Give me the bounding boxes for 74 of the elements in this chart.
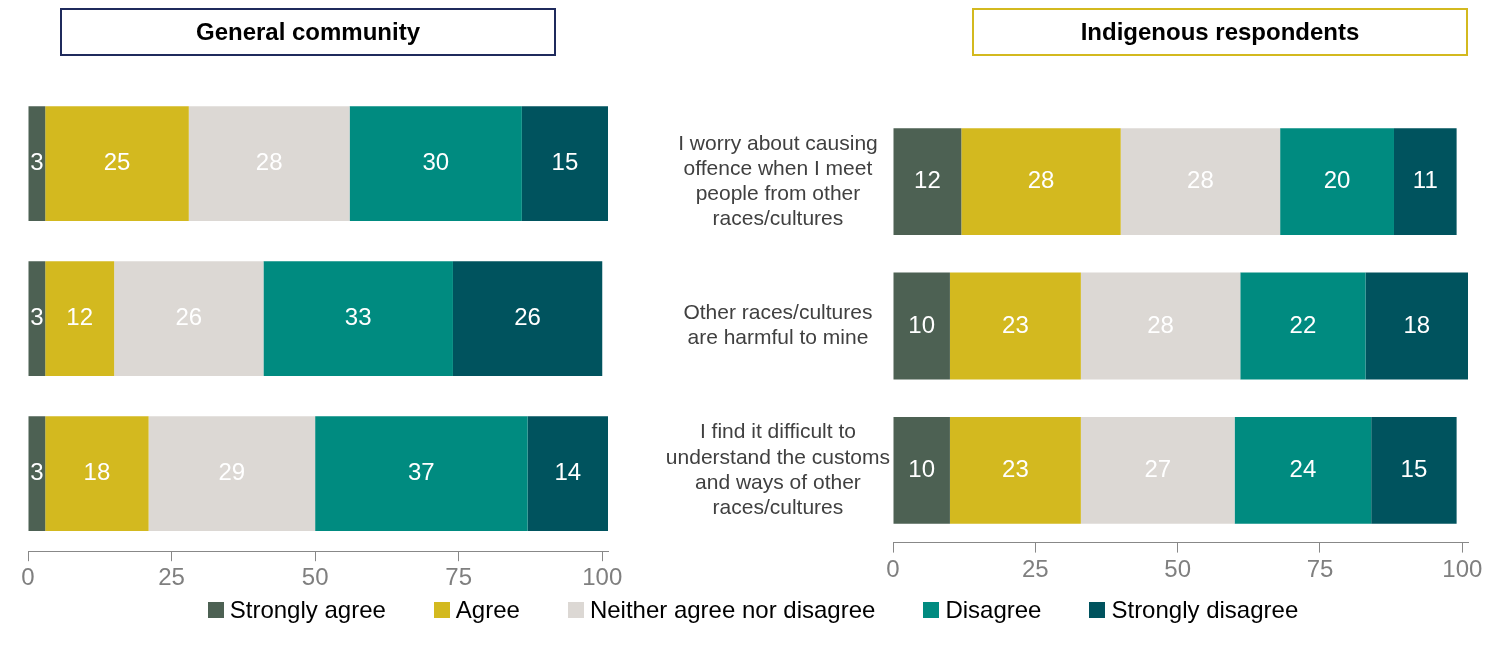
bar bbox=[1240, 272, 1366, 380]
x-tick-label: 75 bbox=[445, 563, 473, 591]
bar bbox=[45, 261, 115, 376]
bar bbox=[1280, 128, 1394, 236]
bar bbox=[893, 272, 950, 380]
data-label: 10 bbox=[908, 455, 936, 483]
data-label: 12 bbox=[914, 166, 941, 194]
y-tick-label: I find it difficult to understand the customs and ways of other races/cultures bbox=[665, 419, 891, 518]
legend-label: Strongly agree bbox=[228, 596, 386, 624]
x-tick-label: 25 bbox=[158, 563, 185, 591]
bar bbox=[28, 416, 46, 532]
data-label: 30 bbox=[422, 148, 450, 176]
bar bbox=[315, 416, 528, 532]
bar bbox=[45, 106, 189, 221]
bar bbox=[28, 106, 46, 221]
bar bbox=[527, 416, 608, 532]
x-tick-label: 50 bbox=[1164, 554, 1192, 582]
chart-title: General community bbox=[60, 8, 556, 56]
bar bbox=[1080, 272, 1241, 380]
data-label: 3 bbox=[30, 148, 44, 176]
data-label: 12 bbox=[66, 303, 94, 331]
data-label: 24 bbox=[1289, 455, 1317, 483]
bar bbox=[949, 416, 1081, 524]
bar bbox=[114, 261, 264, 376]
x-tick-label: 0 bbox=[21, 563, 35, 591]
bar bbox=[263, 261, 453, 376]
x-tick-label: 75 bbox=[1306, 554, 1334, 582]
data-label: 25 bbox=[103, 148, 131, 176]
data-label: 3 bbox=[30, 458, 44, 486]
data-label: 26 bbox=[514, 303, 541, 331]
bar bbox=[961, 128, 1121, 236]
bar bbox=[1120, 128, 1281, 236]
y-tick-label: Other races/cultures are harmful to mine bbox=[683, 300, 873, 349]
legend-label: Disagree bbox=[944, 596, 1042, 624]
legend-label: Neither agree nor disagree bbox=[588, 596, 876, 624]
data-label: 15 bbox=[1400, 455, 1428, 483]
data-label: 23 bbox=[1002, 455, 1029, 483]
chart-title: Indigenous respondents bbox=[972, 8, 1468, 56]
y-tick-label: I worry about causing offence when I meet people from other races/cultures bbox=[678, 130, 878, 230]
data-label: 18 bbox=[1403, 310, 1431, 338]
bar bbox=[893, 128, 962, 236]
bar bbox=[521, 106, 608, 221]
x-tick-label: 100 bbox=[582, 563, 623, 591]
bar bbox=[1234, 416, 1372, 524]
bar bbox=[349, 106, 522, 221]
legend-label: Strongly disagree bbox=[1110, 596, 1299, 624]
bar bbox=[148, 416, 316, 532]
bar bbox=[1365, 272, 1468, 380]
data-label: 37 bbox=[408, 458, 435, 486]
bar bbox=[893, 416, 950, 524]
data-label: 28 bbox=[1027, 166, 1055, 194]
bar bbox=[1080, 416, 1235, 524]
legend-label: Agree bbox=[454, 596, 520, 624]
data-label: 15 bbox=[551, 148, 579, 176]
x-tick-label: 100 bbox=[1442, 554, 1483, 582]
data-label: 20 bbox=[1323, 166, 1351, 194]
data-label: 10 bbox=[908, 310, 936, 338]
bar bbox=[452, 261, 603, 376]
data-label: 18 bbox=[83, 458, 111, 486]
data-label: 14 bbox=[554, 458, 582, 486]
bar bbox=[1393, 128, 1457, 236]
data-label: 23 bbox=[1002, 310, 1029, 338]
data-label: 22 bbox=[1289, 310, 1317, 338]
bar bbox=[1371, 416, 1457, 524]
bar bbox=[45, 416, 149, 532]
x-tick-label: 0 bbox=[886, 554, 900, 582]
bar bbox=[188, 106, 350, 221]
data-label: 3 bbox=[30, 303, 44, 331]
x-tick-label: 50 bbox=[301, 563, 329, 591]
bar bbox=[949, 272, 1081, 380]
bar bbox=[28, 261, 46, 376]
data-label: 11 bbox=[1412, 166, 1438, 194]
data-label: 33 bbox=[344, 303, 372, 331]
x-tick-label: 25 bbox=[1021, 554, 1049, 582]
